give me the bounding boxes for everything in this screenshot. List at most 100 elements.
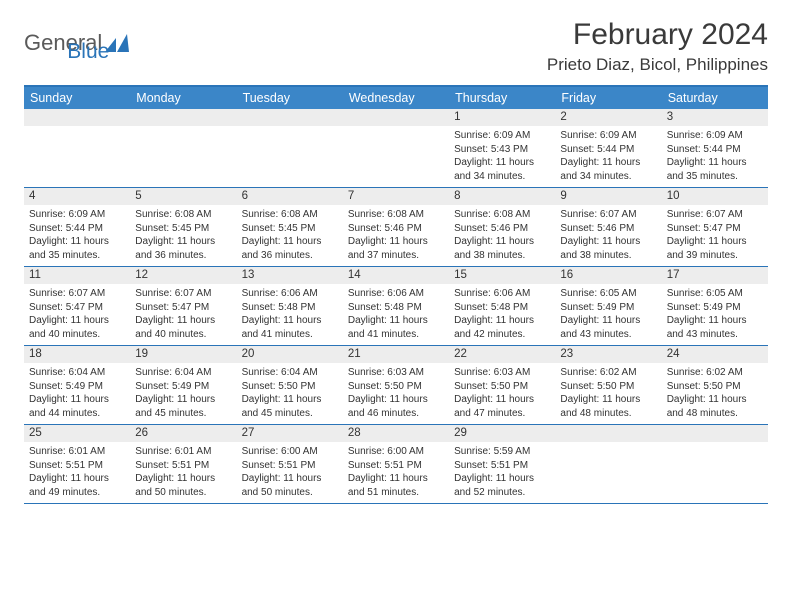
- brand-name-2: Blue: [67, 40, 109, 64]
- calendar-day-cell: 1Sunrise: 6:09 AMSunset: 5:43 PMDaylight…: [449, 109, 555, 187]
- calendar-day-cell: 22Sunrise: 6:03 AMSunset: 5:50 PMDayligh…: [449, 346, 555, 424]
- calendar-week-row: 1Sunrise: 6:09 AMSunset: 5:43 PMDaylight…: [24, 109, 768, 188]
- day-detail-line: Sunset: 5:47 PM: [29, 301, 125, 315]
- day-detail-line: Sunrise: 6:04 AM: [29, 366, 125, 380]
- calendar-day-cell: 5Sunrise: 6:08 AMSunset: 5:45 PMDaylight…: [130, 188, 236, 266]
- day-detail-line: Daylight: 11 hours and 38 minutes.: [560, 235, 656, 262]
- day-detail-line: Sunset: 5:49 PM: [29, 380, 125, 394]
- day-detail-line: Sunrise: 6:09 AM: [560, 129, 656, 143]
- day-details: [24, 126, 130, 133]
- calendar-day-cell: 25Sunrise: 6:01 AMSunset: 5:51 PMDayligh…: [24, 425, 130, 503]
- day-details: Sunrise: 5:59 AMSunset: 5:51 PMDaylight:…: [449, 442, 555, 503]
- day-number: 19: [130, 346, 236, 363]
- day-details: Sunrise: 6:08 AMSunset: 5:46 PMDaylight:…: [449, 205, 555, 266]
- calendar-day-cell: [237, 109, 343, 187]
- day-number: 26: [130, 425, 236, 442]
- day-number: [130, 109, 236, 126]
- day-number: 13: [237, 267, 343, 284]
- day-details: Sunrise: 6:03 AMSunset: 5:50 PMDaylight:…: [449, 363, 555, 424]
- day-number: 24: [662, 346, 768, 363]
- day-details: Sunrise: 6:04 AMSunset: 5:49 PMDaylight:…: [130, 363, 236, 424]
- day-detail-line: Daylight: 11 hours and 41 minutes.: [348, 314, 444, 341]
- day-number: [555, 425, 661, 442]
- day-details: Sunrise: 6:09 AMSunset: 5:43 PMDaylight:…: [449, 126, 555, 187]
- day-detail-line: Daylight: 11 hours and 46 minutes.: [348, 393, 444, 420]
- day-detail-line: Sunset: 5:44 PM: [29, 222, 125, 236]
- day-number: 23: [555, 346, 661, 363]
- day-detail-line: Daylight: 11 hours and 43 minutes.: [560, 314, 656, 341]
- day-details: [343, 126, 449, 133]
- day-details: Sunrise: 6:06 AMSunset: 5:48 PMDaylight:…: [343, 284, 449, 345]
- day-detail-line: Daylight: 11 hours and 37 minutes.: [348, 235, 444, 262]
- day-details: Sunrise: 6:07 AMSunset: 5:47 PMDaylight:…: [130, 284, 236, 345]
- day-detail-line: Daylight: 11 hours and 35 minutes.: [29, 235, 125, 262]
- day-detail-line: Sunrise: 6:07 AM: [29, 287, 125, 301]
- day-detail-line: Sunset: 5:46 PM: [560, 222, 656, 236]
- day-details: Sunrise: 6:08 AMSunset: 5:46 PMDaylight:…: [343, 205, 449, 266]
- day-detail-line: Daylight: 11 hours and 50 minutes.: [135, 472, 231, 499]
- calendar-day-cell: [343, 109, 449, 187]
- day-detail-line: Daylight: 11 hours and 38 minutes.: [454, 235, 550, 262]
- calendar-week-row: 4Sunrise: 6:09 AMSunset: 5:44 PMDaylight…: [24, 188, 768, 267]
- day-detail-line: Sunset: 5:49 PM: [560, 301, 656, 315]
- day-details: [237, 126, 343, 133]
- day-details: [555, 442, 661, 449]
- day-number: 3: [662, 109, 768, 126]
- day-number: 16: [555, 267, 661, 284]
- day-number: 17: [662, 267, 768, 284]
- day-details: Sunrise: 6:01 AMSunset: 5:51 PMDaylight:…: [24, 442, 130, 503]
- day-number: 15: [449, 267, 555, 284]
- calendar-day-cell: 3Sunrise: 6:09 AMSunset: 5:44 PMDaylight…: [662, 109, 768, 187]
- calendar-day-cell: 18Sunrise: 6:04 AMSunset: 5:49 PMDayligh…: [24, 346, 130, 424]
- day-number: 22: [449, 346, 555, 363]
- day-detail-line: Sunset: 5:50 PM: [667, 380, 763, 394]
- brand-logo: General Blue: [24, 22, 109, 64]
- day-details: [662, 442, 768, 449]
- day-number: 9: [555, 188, 661, 205]
- day-detail-line: Sunrise: 6:08 AM: [242, 208, 338, 222]
- day-detail-line: Daylight: 11 hours and 51 minutes.: [348, 472, 444, 499]
- day-details: Sunrise: 6:06 AMSunset: 5:48 PMDaylight:…: [237, 284, 343, 345]
- calendar-day-cell: 13Sunrise: 6:06 AMSunset: 5:48 PMDayligh…: [237, 267, 343, 345]
- day-detail-line: Daylight: 11 hours and 35 minutes.: [667, 156, 763, 183]
- dow-friday: Friday: [555, 87, 661, 109]
- day-number: 25: [24, 425, 130, 442]
- day-detail-line: Sunrise: 6:04 AM: [135, 366, 231, 380]
- day-number: 21: [343, 346, 449, 363]
- dow-monday: Monday: [130, 87, 236, 109]
- calendar-week-row: 11Sunrise: 6:07 AMSunset: 5:47 PMDayligh…: [24, 267, 768, 346]
- calendar-day-cell: 19Sunrise: 6:04 AMSunset: 5:49 PMDayligh…: [130, 346, 236, 424]
- day-detail-line: Sunset: 5:45 PM: [135, 222, 231, 236]
- day-detail-line: Sunrise: 6:03 AM: [348, 366, 444, 380]
- calendar-day-cell: 24Sunrise: 6:02 AMSunset: 5:50 PMDayligh…: [662, 346, 768, 424]
- calendar-day-cell: 12Sunrise: 6:07 AMSunset: 5:47 PMDayligh…: [130, 267, 236, 345]
- day-number: 8: [449, 188, 555, 205]
- day-detail-line: Sunset: 5:51 PM: [242, 459, 338, 473]
- day-detail-line: Sunset: 5:46 PM: [454, 222, 550, 236]
- day-detail-line: Sunset: 5:44 PM: [667, 143, 763, 157]
- day-number: 27: [237, 425, 343, 442]
- day-detail-line: Sunrise: 6:04 AM: [242, 366, 338, 380]
- day-number: [24, 109, 130, 126]
- day-number: 2: [555, 109, 661, 126]
- day-number: 5: [130, 188, 236, 205]
- day-details: Sunrise: 6:07 AMSunset: 5:47 PMDaylight:…: [24, 284, 130, 345]
- day-detail-line: Sunrise: 6:02 AM: [667, 366, 763, 380]
- day-details: Sunrise: 6:06 AMSunset: 5:48 PMDaylight:…: [449, 284, 555, 345]
- day-detail-line: Daylight: 11 hours and 41 minutes.: [242, 314, 338, 341]
- day-number: 12: [130, 267, 236, 284]
- day-details: Sunrise: 6:00 AMSunset: 5:51 PMDaylight:…: [237, 442, 343, 503]
- calendar-day-cell: 17Sunrise: 6:05 AMSunset: 5:49 PMDayligh…: [662, 267, 768, 345]
- day-number: 4: [24, 188, 130, 205]
- day-detail-line: Sunset: 5:45 PM: [242, 222, 338, 236]
- day-detail-line: Daylight: 11 hours and 34 minutes.: [454, 156, 550, 183]
- day-detail-line: Sunrise: 5:59 AM: [454, 445, 550, 459]
- calendar-day-cell: [130, 109, 236, 187]
- day-detail-line: Sunrise: 6:08 AM: [454, 208, 550, 222]
- day-detail-line: Sunset: 5:51 PM: [135, 459, 231, 473]
- calendar-week-row: 18Sunrise: 6:04 AMSunset: 5:49 PMDayligh…: [24, 346, 768, 425]
- day-detail-line: Daylight: 11 hours and 48 minutes.: [560, 393, 656, 420]
- calendar-day-cell: 2Sunrise: 6:09 AMSunset: 5:44 PMDaylight…: [555, 109, 661, 187]
- day-details: Sunrise: 6:07 AMSunset: 5:47 PMDaylight:…: [662, 205, 768, 266]
- day-detail-line: Sunrise: 6:07 AM: [560, 208, 656, 222]
